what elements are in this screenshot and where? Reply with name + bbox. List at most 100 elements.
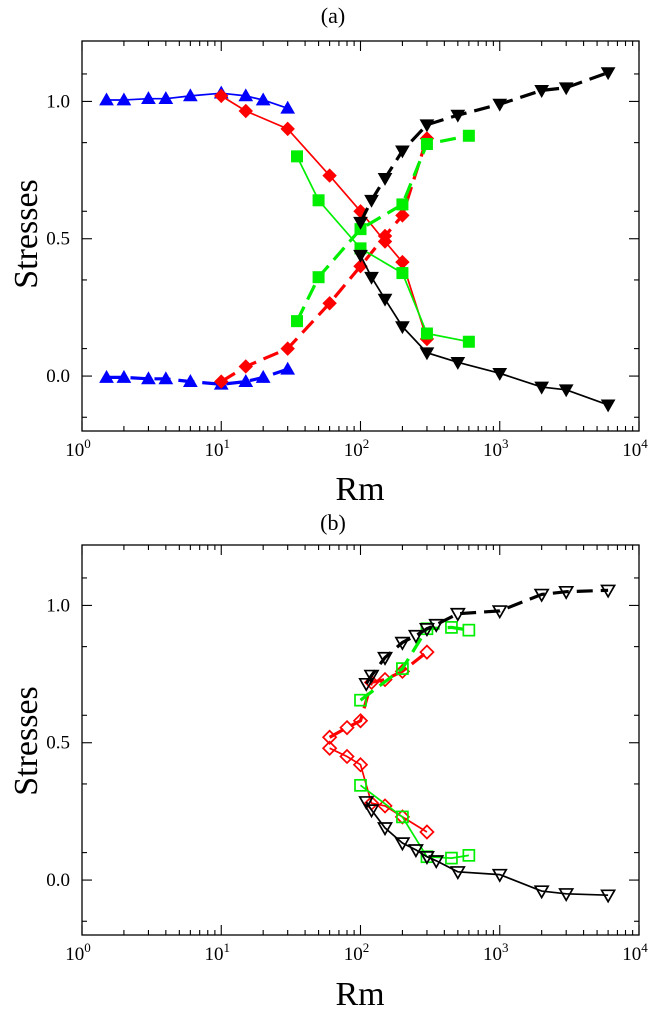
square-marker — [396, 267, 409, 280]
y-tick-label: 1.0 — [46, 595, 70, 616]
triangle-up-marker — [182, 374, 198, 387]
triangle-down-marker — [419, 347, 435, 361]
triangle-up-marker — [182, 88, 198, 102]
solid-triangle-up-series — [99, 85, 296, 114]
series-line — [359, 254, 609, 406]
x-tick-label: 100 — [65, 436, 91, 461]
diamond-marker — [321, 740, 338, 756]
series-line — [359, 71, 609, 224]
triangle-down-marker — [492, 98, 508, 112]
x-tick-label: 101 — [205, 436, 231, 461]
dashed-triangle-up-series — [99, 361, 296, 390]
panel-title: (a) — [321, 3, 345, 28]
diamond-marker — [394, 809, 411, 825]
series-line — [295, 134, 470, 322]
square-marker — [445, 621, 458, 634]
solid-square-series — [354, 778, 476, 865]
triangle-down-marker — [353, 249, 368, 263]
diamond-marker — [339, 748, 355, 765]
triangle-down-marker — [492, 367, 508, 381]
triangle-down-marker — [428, 855, 445, 870]
triangle-up-marker — [158, 371, 174, 385]
triangle-up-marker — [280, 361, 296, 375]
diamond-marker — [238, 359, 253, 374]
diamond-marker — [321, 729, 338, 745]
diamond-marker — [352, 757, 369, 773]
triangle-down-marker — [358, 677, 375, 692]
triangle-down-marker — [377, 172, 393, 186]
diamond-marker — [394, 663, 411, 680]
triangle-down-marker — [419, 119, 435, 133]
y-tick-label: 0.0 — [46, 870, 70, 891]
triangle-down-marker — [558, 384, 574, 398]
square-marker — [420, 327, 433, 340]
triangle-down-marker — [407, 844, 424, 859]
panel-a: (a) Rm Stresses 100 101 102 103 104 0.0 0.5 1.0 — [8, 3, 648, 508]
triangle-down-marker — [358, 796, 375, 811]
diamond-marker — [339, 719, 355, 736]
triangle-down-marker — [600, 399, 616, 413]
x-tick-label: 102 — [344, 436, 370, 461]
triangle-down-marker — [364, 194, 379, 208]
triangle-up-marker — [116, 92, 132, 106]
triangle-down-marker — [363, 804, 380, 819]
triangle-up-marker — [116, 369, 132, 383]
triangle-down-marker — [394, 837, 411, 852]
triangle-down-marker — [491, 868, 508, 883]
square-marker — [420, 137, 433, 150]
diamond-marker — [377, 798, 393, 814]
diamond-marker — [280, 341, 295, 356]
diamond-marker — [377, 228, 393, 244]
x-axis-label: Rm — [335, 471, 384, 508]
diamond-marker — [395, 208, 410, 223]
triangle-down-marker — [450, 109, 466, 123]
triangle-up-marker — [99, 369, 114, 383]
triangle-down-marker — [353, 216, 368, 230]
triangle-down-marker — [449, 866, 466, 881]
diamond-marker — [419, 824, 435, 840]
dashed-diamond-series — [321, 644, 435, 745]
triangle-down-marker — [407, 629, 424, 644]
triangle-down-marker — [600, 889, 617, 904]
triangle-down-marker — [449, 607, 466, 622]
triangle-up-marker — [255, 92, 271, 106]
x-tick-label: 103 — [483, 940, 509, 965]
series-line — [296, 156, 470, 343]
triangle-down-marker — [395, 145, 410, 159]
y-tick-label: 1.0 — [46, 91, 70, 112]
square-marker — [291, 315, 304, 328]
triangle-down-marker — [363, 669, 380, 684]
triangle-down-marker — [600, 584, 617, 599]
triangle-down-marker — [558, 888, 575, 903]
y-tick-label: 0.0 — [46, 366, 70, 387]
square-marker — [462, 129, 475, 142]
series-line — [359, 784, 470, 859]
square-marker — [462, 623, 476, 637]
triangle-up-marker — [280, 100, 296, 114]
triangle-up-marker — [238, 374, 254, 387]
square-marker — [462, 335, 475, 348]
x-tick-label: 102 — [344, 940, 370, 965]
diamond-marker — [322, 168, 337, 183]
triangle-down-marker — [491, 605, 508, 620]
triangle-down-marker — [558, 585, 575, 600]
triangle-down-marker — [600, 67, 616, 81]
square-marker — [312, 271, 325, 284]
triangle-down-marker — [377, 293, 393, 307]
triangle-down-marker — [377, 822, 393, 837]
plot-frame — [81, 544, 640, 936]
diamond-marker — [352, 713, 369, 729]
y-axis-label: Stresses — [8, 686, 45, 796]
triangle-down-marker — [558, 82, 574, 96]
diamond-marker — [238, 103, 253, 119]
diamond-marker — [214, 88, 229, 104]
square-marker — [354, 693, 367, 707]
diamond-marker — [419, 644, 435, 660]
triangle-up-marker — [99, 92, 114, 106]
square-marker — [396, 810, 409, 824]
triangle-down-marker — [418, 623, 435, 637]
triangle-down-marker — [450, 356, 466, 370]
square-marker — [396, 198, 409, 211]
y-tick-label: 0.5 — [46, 229, 70, 250]
